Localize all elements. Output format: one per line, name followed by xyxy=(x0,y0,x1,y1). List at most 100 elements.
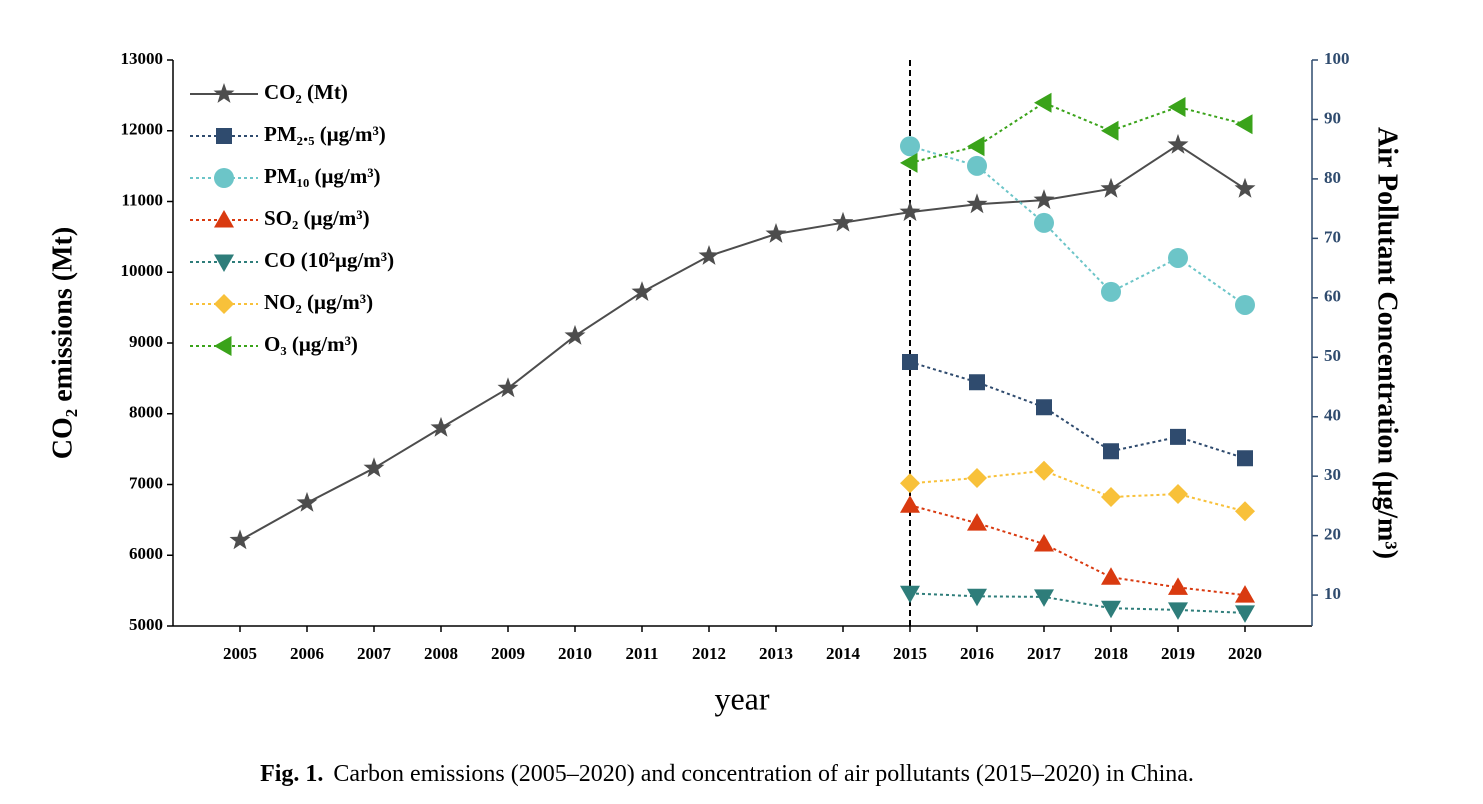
series-line xyxy=(909,592,1246,614)
x-tick-label: 2007 xyxy=(357,644,392,663)
data-point xyxy=(902,354,918,370)
data-point xyxy=(832,211,854,232)
legend-marker xyxy=(214,254,234,272)
y-tick-label: 13000 xyxy=(121,49,164,68)
y-tick-label: 11000 xyxy=(121,190,163,209)
series-line xyxy=(909,469,1246,513)
x-tick-label: 2013 xyxy=(759,644,793,663)
y2-tick-label: 30 xyxy=(1324,465,1341,484)
legend-label: O₃ (μg/m³) xyxy=(264,332,358,356)
data-point xyxy=(1234,177,1256,198)
data-point xyxy=(1101,487,1121,507)
data-point xyxy=(1235,294,1255,315)
data-point xyxy=(1101,281,1121,302)
x-tick-label: 2006 xyxy=(290,644,324,663)
data-point xyxy=(900,495,920,513)
legend-marker xyxy=(216,128,232,144)
legend-label: SO₂ (μg/m³) xyxy=(264,206,370,230)
x-tick-label: 2016 xyxy=(960,644,994,663)
legend-marker xyxy=(214,210,234,228)
data-point xyxy=(966,193,988,214)
legend-marker xyxy=(214,294,234,314)
y2-tick-label: 20 xyxy=(1324,525,1341,544)
data-point xyxy=(1034,460,1054,481)
series-line xyxy=(909,504,1246,597)
y2-tick-label: 80 xyxy=(1324,168,1341,187)
data-point xyxy=(900,585,920,604)
data-point xyxy=(296,491,318,512)
y-tick-label: 8000 xyxy=(129,403,163,422)
data-point xyxy=(967,588,987,607)
y2-tick-label: 50 xyxy=(1324,346,1341,365)
series-line xyxy=(909,145,1246,306)
legend-label: CO (10²μg/m³) xyxy=(264,248,394,272)
data-point xyxy=(1235,605,1255,623)
x-tick-label: 2005 xyxy=(223,644,257,663)
x-tick-label: 2017 xyxy=(1027,644,1062,663)
y-tick-label: 9000 xyxy=(129,332,163,351)
x-tick-label: 2011 xyxy=(625,644,658,663)
data-point xyxy=(1235,501,1255,522)
x-tick-label: 2019 xyxy=(1161,644,1195,663)
data-point xyxy=(899,201,921,221)
x-tick-label: 2020 xyxy=(1228,644,1262,663)
series-line xyxy=(909,101,1246,164)
data-point xyxy=(1168,484,1188,504)
data-point xyxy=(1101,600,1121,619)
caption-label: Fig. 1. xyxy=(260,761,323,787)
y-tick-label: 12000 xyxy=(121,120,164,139)
data-point xyxy=(1237,450,1253,467)
x-tick-label: 2015 xyxy=(893,644,927,663)
x-tick-label: 2014 xyxy=(826,644,861,663)
data-point xyxy=(698,245,720,265)
legend-marker xyxy=(214,168,234,188)
data-point xyxy=(1235,585,1255,603)
y2-tick-label: 90 xyxy=(1324,108,1341,127)
data-point xyxy=(631,281,653,301)
data-point xyxy=(1235,114,1253,135)
x-tick-label: 2012 xyxy=(692,644,726,663)
data-point xyxy=(1101,120,1119,141)
data-point xyxy=(900,473,920,494)
x-tick-label: 2018 xyxy=(1094,644,1128,663)
legend-marker xyxy=(214,336,232,356)
data-point xyxy=(229,529,251,550)
data-point xyxy=(967,513,987,531)
legend-label: PM₂.₅ (μg/m³) xyxy=(264,122,386,146)
data-point xyxy=(1168,577,1188,595)
data-point xyxy=(497,377,519,398)
data-point xyxy=(1034,212,1054,233)
data-point xyxy=(1167,133,1189,154)
data-point xyxy=(1103,443,1119,460)
data-point xyxy=(1168,97,1186,117)
y2-tick-label: 40 xyxy=(1324,406,1341,425)
data-point xyxy=(1168,247,1188,268)
data-point xyxy=(430,416,452,437)
y-tick-label: 10000 xyxy=(121,261,164,280)
data-point xyxy=(1101,567,1121,585)
x-tick-label: 2008 xyxy=(424,644,458,663)
data-point xyxy=(967,136,985,157)
legend-label: PM₁₀ (μg/m³) xyxy=(264,164,381,188)
y2-tick-label: 10 xyxy=(1324,584,1341,603)
x-axis-label: year xyxy=(714,680,769,716)
series-line xyxy=(909,361,1246,460)
x-tick-label: 2010 xyxy=(558,644,592,663)
y2-axis-label: Air Pollutant Concentration (μg/m³) xyxy=(1372,127,1403,559)
data-point xyxy=(967,468,987,488)
y-tick-label: 7000 xyxy=(129,473,163,492)
caption-text: Carbon emissions (2005–2020) and concent… xyxy=(333,761,1194,787)
data-point xyxy=(1034,534,1054,552)
data-point xyxy=(1100,177,1122,198)
data-point xyxy=(1034,589,1054,607)
legend-label: NO₂ (μg/m³) xyxy=(264,290,373,314)
data-point xyxy=(1168,602,1188,620)
data-point xyxy=(1033,189,1055,209)
legend-marker xyxy=(213,83,235,103)
data-point xyxy=(765,223,787,243)
y-tick-label: 5000 xyxy=(129,615,163,634)
y2-tick-label: 100 xyxy=(1324,49,1350,68)
data-point xyxy=(900,136,920,157)
legend-label: CO₂ (Mt) xyxy=(264,80,348,104)
